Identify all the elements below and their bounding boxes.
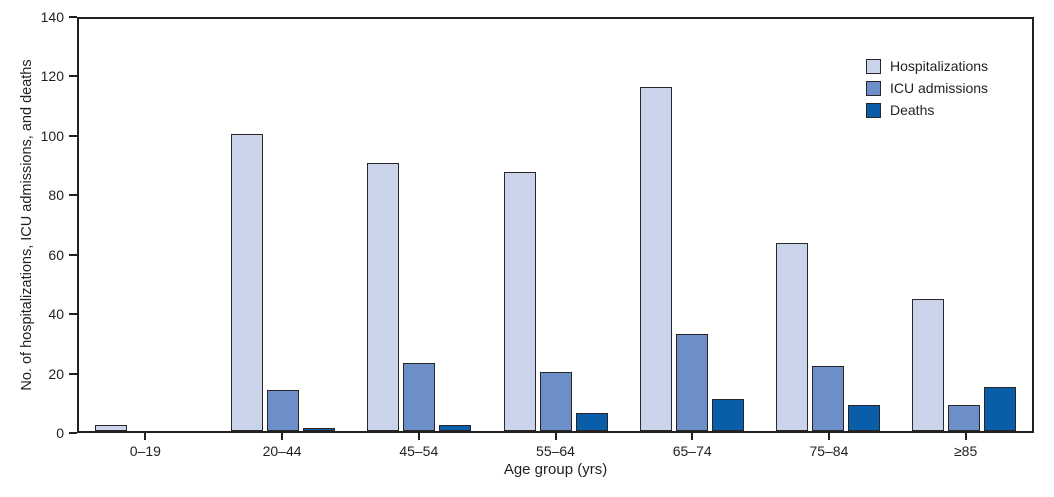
bar-deaths-65–74	[711, 399, 744, 431]
x-tick-label: 65–74	[672, 443, 712, 459]
legend: Hospitalizations ICU admissions Deaths	[866, 59, 988, 125]
x-tick-label: 75–84	[809, 443, 849, 459]
x-tick-mark	[144, 433, 147, 440]
y-tick-mark	[69, 313, 77, 316]
legend-label: Deaths	[890, 102, 935, 118]
bar-hospitalizations-≥85	[911, 299, 944, 431]
y-tick-label: 60	[48, 246, 64, 263]
y-axis-title: No. of hospitalizations, ICU admissions,…	[19, 59, 35, 391]
bar-icu-admissions-55–64	[539, 372, 572, 431]
y-tick-mark	[69, 16, 77, 18]
y-tick-mark	[69, 194, 77, 197]
y-tick-mark	[69, 253, 77, 256]
bar-hospitalizations-20–44	[231, 134, 264, 431]
y-tick-mark	[69, 75, 77, 78]
y-tick-mark	[69, 432, 77, 434]
legend-item: Hospitalizations	[866, 59, 988, 74]
bar-icu-admissions-65–74	[675, 334, 708, 431]
bar-deaths-20–44	[303, 428, 336, 431]
bar-hospitalizations-65–74	[639, 87, 672, 431]
bar-hospitalizations-0–19	[95, 425, 128, 431]
x-tick-label: 20–44	[262, 443, 302, 459]
x-tick-mark	[827, 433, 830, 440]
bar-hospitalizations-55–64	[503, 172, 536, 431]
bar-deaths-55–64	[575, 413, 608, 431]
y-tick-mark	[69, 134, 77, 137]
x-tick-label: 45–54	[399, 443, 439, 459]
x-tick-mark	[281, 433, 284, 440]
bar-deaths-75–84	[847, 405, 880, 431]
x-tick-mark	[691, 433, 694, 440]
x-axis-title: Age group (yrs)	[503, 461, 608, 478]
bar-icu-admissions-45–54	[403, 363, 436, 431]
y-tick-label: 0	[56, 425, 64, 441]
bar-icu-admissions-20–44	[267, 390, 300, 431]
x-tick-mark	[964, 433, 967, 440]
y-tick-label: 100	[40, 127, 64, 144]
x-tick-mark	[417, 433, 420, 440]
y-tick-label: 80	[48, 187, 64, 204]
legend-swatch-icu-admissions	[866, 81, 881, 96]
y-tick-label: 120	[40, 68, 64, 85]
legend-label: Hospitalizations	[890, 58, 989, 74]
y-tick-mark	[69, 372, 77, 375]
legend-item: Deaths	[866, 103, 988, 118]
legend-swatch-deaths	[866, 103, 881, 118]
legend-swatch-hospitalizations	[866, 59, 881, 74]
x-tick-label: 0–19	[129, 443, 161, 459]
bar-icu-admissions-75–84	[811, 366, 844, 431]
x-tick-mark	[554, 433, 557, 440]
y-tick-label: 40	[48, 306, 64, 323]
legend-label: ICU admissions	[890, 80, 989, 96]
bar-deaths-45–54	[439, 425, 472, 431]
x-tick-label: 55–64	[536, 443, 575, 459]
bar-icu-admissions-≥85	[947, 405, 980, 431]
y-tick-label: 140	[40, 9, 64, 25]
bar-hospitalizations-45–54	[367, 163, 400, 431]
legend-item: ICU admissions	[866, 81, 988, 96]
y-tick-label: 20	[48, 365, 64, 382]
bar-hospitalizations-75–84	[775, 243, 808, 431]
x-tick-label: ≥85	[954, 443, 978, 459]
bar-deaths-≥85	[983, 387, 1016, 431]
